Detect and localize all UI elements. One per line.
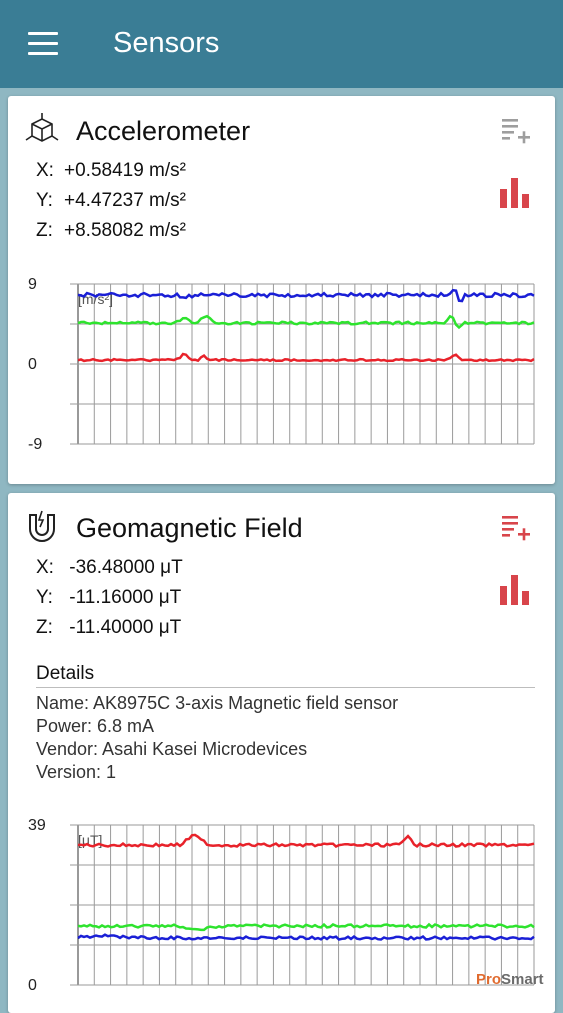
- accelerometer-title: Accelerometer: [76, 116, 251, 146]
- series-y-line: [77, 314, 535, 330]
- series-y-line: [77, 922, 535, 932]
- app-bar: Sensors: [0, 0, 563, 88]
- y-min-label: 0: [28, 977, 37, 994]
- reading-y: Y: +4.47237 m/s²: [36, 190, 186, 212]
- axis-label: Z:: [36, 617, 53, 638]
- watermark-logo: ProSmart: [476, 971, 544, 988]
- y-mid-label: 0: [28, 356, 37, 373]
- reading-x: X: +0.58419 m/s²: [36, 160, 186, 182]
- playlist-add-icon[interactable]: [498, 114, 532, 148]
- detail-version: Version: 1: [36, 762, 117, 782]
- geomagnetic-title: Geomagnetic Field: [76, 513, 303, 543]
- axis-value: +8.58082 m/s²: [64, 220, 186, 241]
- axis-label: Y:: [36, 587, 53, 608]
- y-max-label: 9: [28, 276, 37, 293]
- watermark-part-2: Smart: [501, 971, 544, 988]
- bar-chart-icon[interactable]: [498, 176, 532, 210]
- axis-label: X:: [36, 557, 54, 578]
- bar-chart-icon[interactable]: [498, 573, 532, 607]
- axis-label: Y:: [36, 190, 53, 211]
- accelerometer-chart: [m/s²]: [70, 283, 535, 445]
- axis-value: +4.47237 m/s²: [64, 190, 186, 211]
- magnet-icon: [29, 510, 55, 542]
- series-z-line: [77, 933, 535, 941]
- hamburger-menu-icon[interactable]: [28, 32, 60, 58]
- page-title: Sensors: [113, 27, 220, 59]
- reading-y: Y: -11.16000 μT: [36, 587, 181, 609]
- axis-label: X:: [36, 160, 54, 181]
- reading-x: X: -36.48000 μT: [36, 557, 183, 579]
- y-min-label: -9: [28, 436, 43, 453]
- details-divider: [36, 687, 535, 688]
- watermark-part-1: Pro: [476, 971, 502, 988]
- axis-label: Z:: [36, 220, 53, 241]
- accelerometer-card: Accelerometer X: +0.58419 m/s² Y: +4.47237…: [8, 96, 555, 484]
- details-heading: Details: [36, 663, 95, 684]
- series-x-line: [77, 352, 535, 363]
- y-max-label: 39: [28, 817, 46, 834]
- axis-value: -36.48000 μT: [64, 557, 183, 578]
- detail-name: Name: AK8975C 3-axis Magnetic field sens…: [36, 693, 399, 713]
- detail-power: Power: 6.8 mA: [36, 716, 155, 736]
- cube-axes-icon: [25, 113, 59, 142]
- playlist-add-icon[interactable]: [498, 511, 532, 545]
- geomagnetic-card: Geomagnetic Field X: -36.48000 μT Y: -11…: [8, 493, 555, 1013]
- geomagnetic-chart: [μT]: [70, 824, 535, 986]
- detail-vendor: Vendor: Asahi Kasei Microdevices: [36, 739, 308, 759]
- reading-z: Z: -11.40000 μT: [36, 617, 181, 639]
- reading-z: Z: +8.58082 m/s²: [36, 220, 186, 242]
- series-x-line: [77, 833, 535, 848]
- axis-value: -11.16000 μT: [64, 587, 182, 608]
- axis-value: -11.40000 μT: [64, 617, 182, 638]
- axis-value: +0.58419 m/s²: [64, 160, 186, 181]
- series-z-line: [77, 288, 535, 303]
